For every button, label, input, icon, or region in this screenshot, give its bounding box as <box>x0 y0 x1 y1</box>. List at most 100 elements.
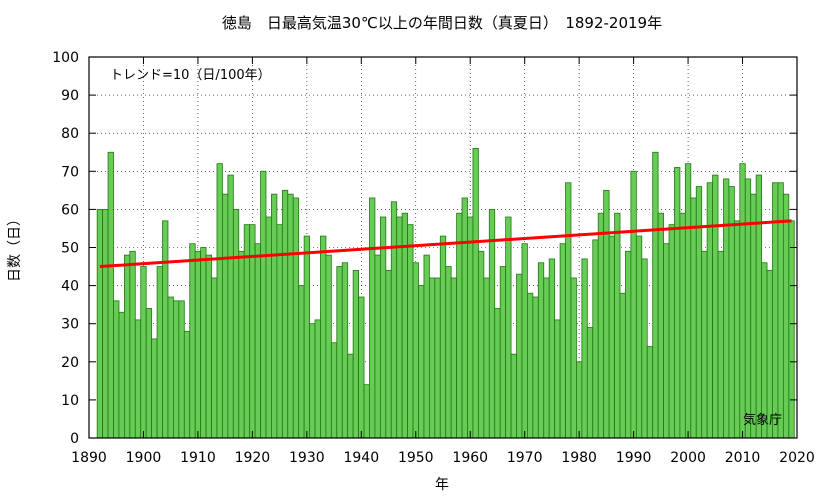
y-tick-label: 60 <box>61 202 79 218</box>
bar-1940 <box>358 296 365 439</box>
bar-1970 <box>521 243 528 439</box>
x-tick-label: 1920 <box>235 450 271 466</box>
x-tick-label: 2000 <box>670 450 706 466</box>
bar-1968 <box>510 353 517 439</box>
bar-1913 <box>211 277 218 439</box>
bar-2014 <box>761 262 768 439</box>
bar-2010 <box>739 163 746 439</box>
bar-1929 <box>298 285 305 439</box>
bar-2013 <box>755 174 763 439</box>
bar-1924 <box>271 193 278 439</box>
bar-1972 <box>532 296 539 439</box>
bar-2003 <box>701 250 708 439</box>
bar-2001 <box>690 197 697 439</box>
bar-1956 <box>445 266 452 439</box>
y-tick-label: 100 <box>52 50 79 66</box>
bar-2012 <box>750 193 757 439</box>
bar-1922 <box>260 170 267 439</box>
bar-1898 <box>129 250 136 439</box>
bar-1904 <box>162 220 169 439</box>
bar-2011 <box>744 178 752 439</box>
bar-1963 <box>483 277 490 439</box>
bar-1925 <box>276 224 283 439</box>
bar-1912 <box>205 254 212 439</box>
source-label: 気象庁 <box>743 412 782 428</box>
x-tick-label: 2010 <box>725 450 761 466</box>
bar-2018 <box>782 193 790 439</box>
bar-1916 <box>227 174 234 439</box>
bar-2019 <box>788 220 795 439</box>
y-axis-title: 日数（日） <box>7 212 23 282</box>
y-axis-ticks: 0 10 20 30 40 50 60 70 80 90 100 <box>52 50 797 447</box>
bar-1934 <box>325 254 332 439</box>
bar-1897 <box>124 254 131 439</box>
bar-1926 <box>281 189 289 439</box>
bar-1944 <box>379 216 387 439</box>
bar-2006 <box>717 250 724 439</box>
bar-1942 <box>369 197 376 439</box>
bar-1987 <box>614 212 621 439</box>
y-tick-label: 0 <box>70 431 79 447</box>
bar-1895 <box>113 300 120 439</box>
bar-1894 <box>107 151 114 439</box>
bar-1892 <box>96 208 104 439</box>
bar-1981 <box>581 258 588 439</box>
bar-1975 <box>548 258 556 439</box>
bar-1951 <box>418 285 425 439</box>
bar-1980 <box>576 361 583 439</box>
bar-1911 <box>200 247 207 439</box>
y-tick-label: 90 <box>61 88 79 104</box>
bar-2004 <box>706 182 713 439</box>
bar-1979 <box>570 277 577 439</box>
bar-1969 <box>516 273 523 439</box>
x-axis-title: 年 <box>435 477 449 493</box>
trend-label: トレンド=10（日/100年） <box>110 68 271 83</box>
bar-1973 <box>537 262 545 439</box>
bar-1954 <box>434 277 441 439</box>
bar-1905 <box>167 296 174 439</box>
bar-1945 <box>385 269 392 439</box>
bar-1965 <box>494 308 501 439</box>
bar-1962 <box>477 250 485 439</box>
bar-1998 <box>674 167 681 439</box>
bar-1989 <box>625 250 632 439</box>
bar-1938 <box>347 353 354 439</box>
bar-1901 <box>145 308 153 439</box>
bars <box>96 148 795 439</box>
bar-2009 <box>733 220 741 439</box>
bar-1937 <box>341 262 349 439</box>
bar-1971 <box>527 292 534 439</box>
y-tick-label: 50 <box>61 241 79 257</box>
x-tick-label: 1970 <box>507 450 543 466</box>
bar-1935 <box>330 342 338 439</box>
bar-1976 <box>554 319 561 439</box>
bar-1914 <box>216 163 223 439</box>
bar-1949 <box>407 224 414 439</box>
bar-1902 <box>151 338 158 439</box>
bar-1994 <box>652 151 659 439</box>
bar-1985 <box>603 189 610 439</box>
trend-line <box>99 219 792 269</box>
bar-1909 <box>189 243 196 439</box>
bar-1988 <box>619 292 626 439</box>
x-tick-label: 1950 <box>398 450 434 466</box>
bar-1928 <box>292 197 300 439</box>
bar-1977 <box>559 243 566 439</box>
bar-1906 <box>173 300 180 439</box>
bar-1931 <box>309 323 316 439</box>
bar-1910 <box>194 250 202 439</box>
x-tick-label: 1960 <box>452 450 488 466</box>
x-tick-label: 1890 <box>71 450 107 466</box>
bar-1997 <box>668 224 675 439</box>
bar-1996 <box>663 243 670 439</box>
x-tick-label: 1900 <box>126 450 162 466</box>
bar-1983 <box>592 239 599 439</box>
bar-1990 <box>630 170 637 439</box>
bar-1974 <box>543 277 550 439</box>
bar-1943 <box>374 254 381 439</box>
bar-1967 <box>505 216 512 439</box>
bar-2000 <box>684 163 692 439</box>
y-tick-label: 10 <box>61 393 79 409</box>
bar-1903 <box>156 266 163 439</box>
bar-1995 <box>657 212 664 439</box>
